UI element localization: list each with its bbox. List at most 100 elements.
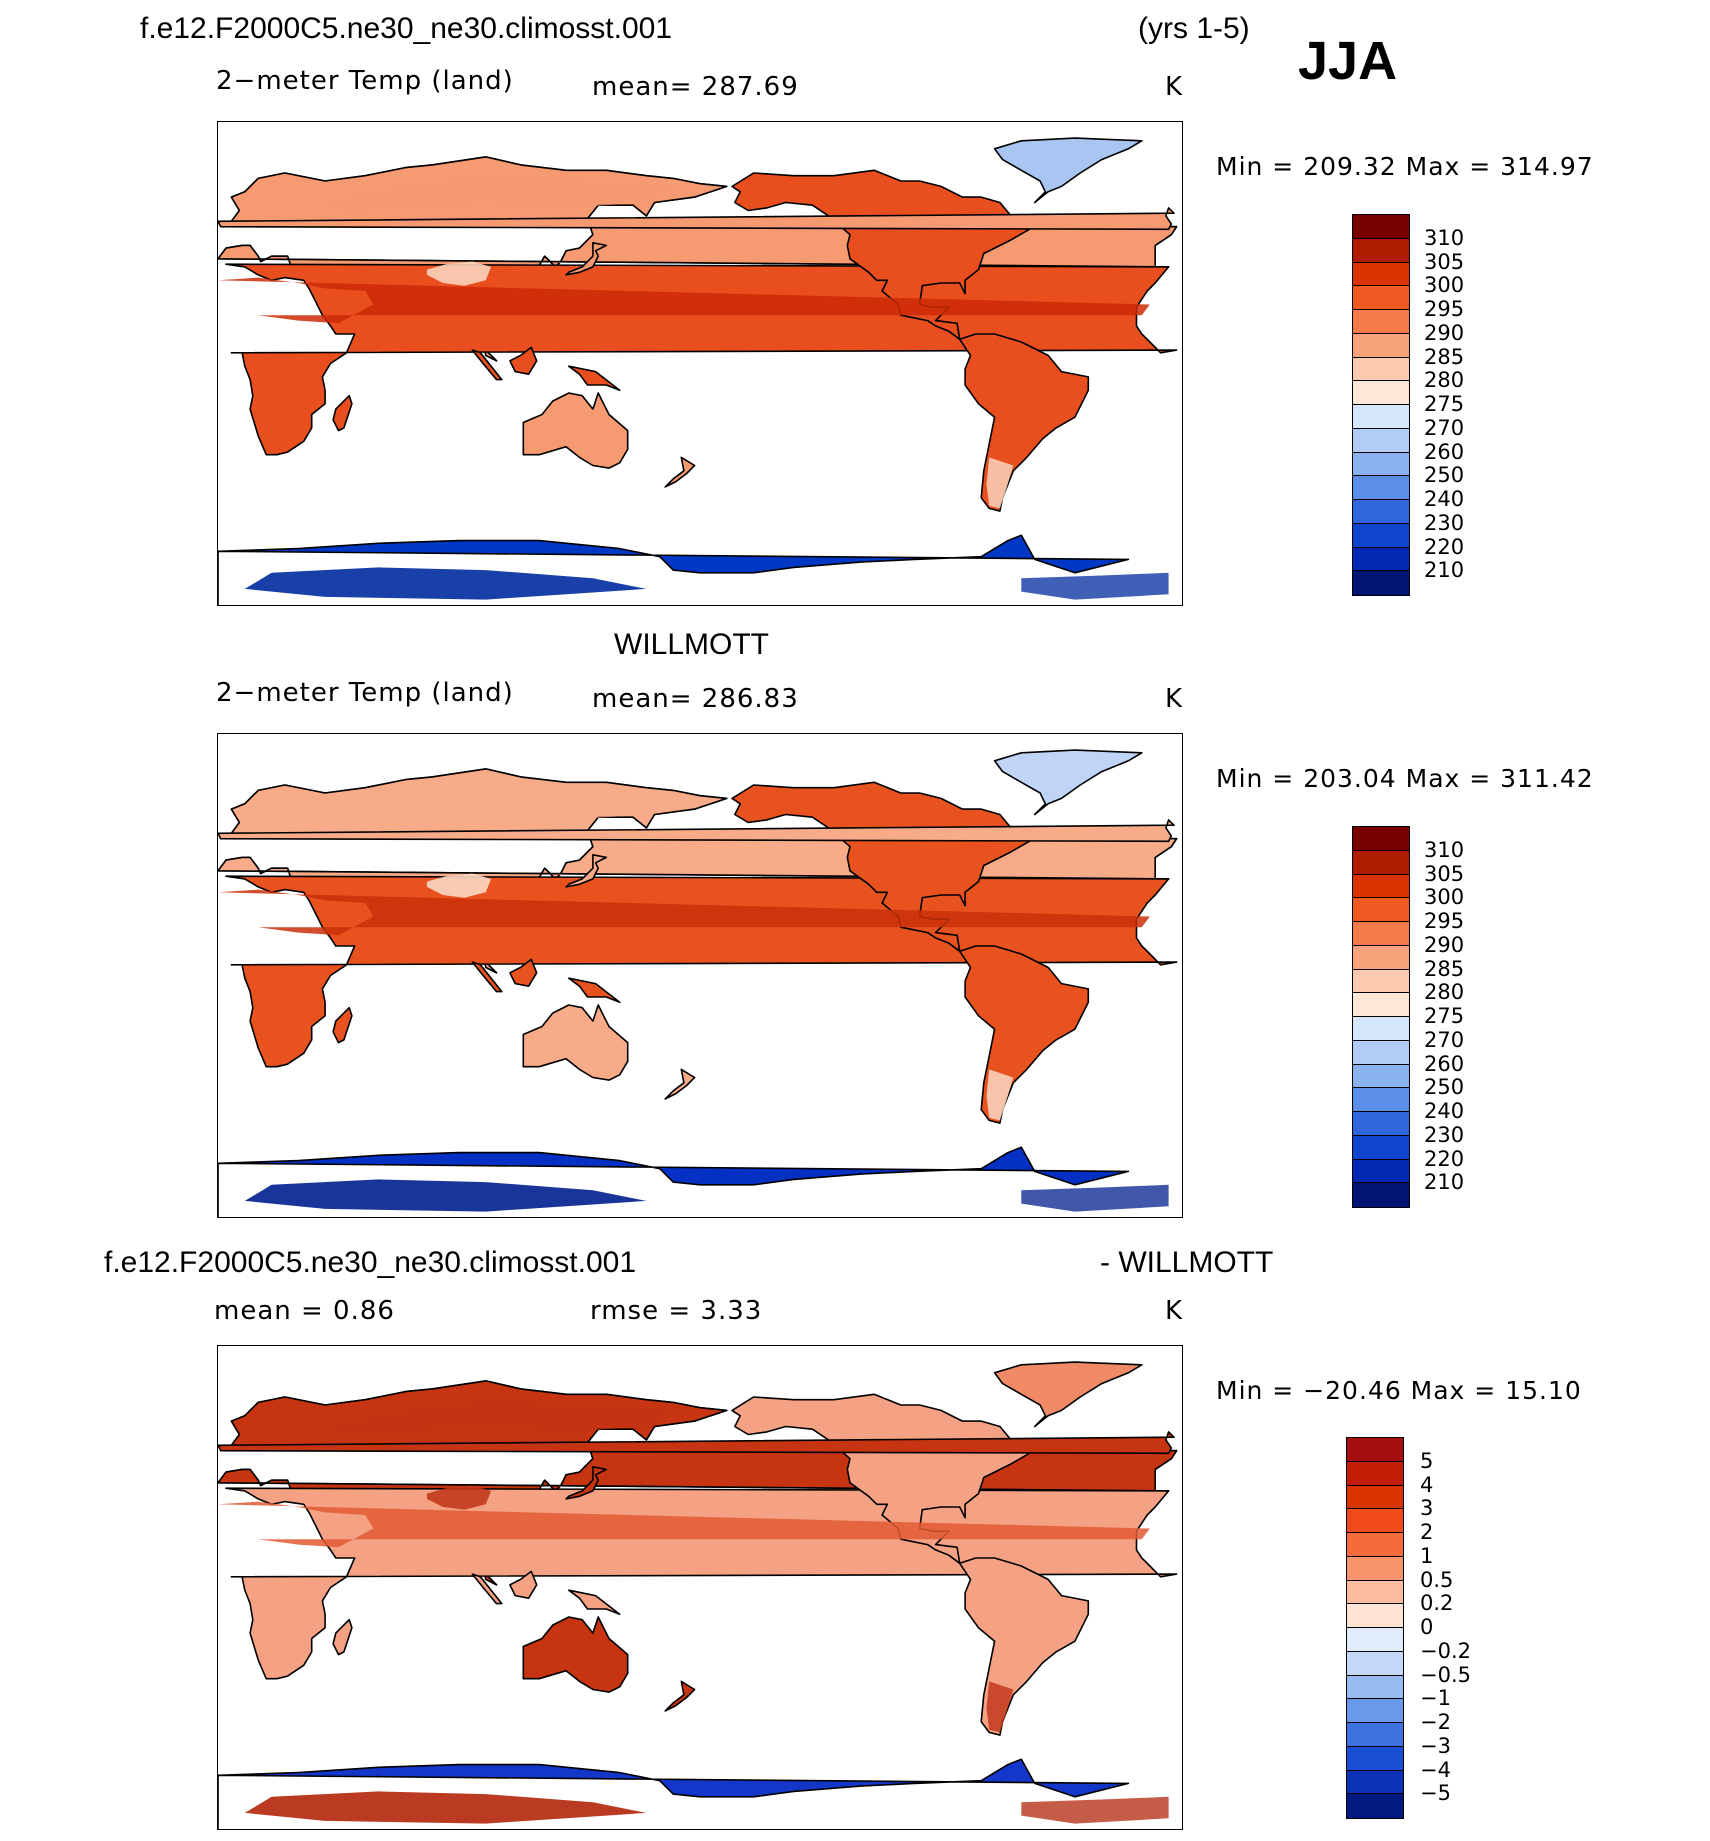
colorbar-swatch [1347, 1580, 1403, 1605]
hot-desert [218, 277, 1150, 324]
patagonia [986, 1681, 1014, 1733]
years-label: (yrs 1-5) [1138, 12, 1250, 45]
colorbar-swatch [1353, 1135, 1409, 1160]
colorbar-swatch [1353, 381, 1409, 405]
colorbar-swatch [1353, 405, 1409, 429]
antarctic-interior [244, 1791, 647, 1824]
colorbar-swatch [1353, 850, 1409, 875]
panel2-colorbar [1352, 826, 1410, 1208]
colorbar-tick-label: 2 [1420, 1520, 1434, 1544]
landmass-greenland [993, 137, 1143, 204]
colorbar-tick-label: 295 [1424, 297, 1465, 321]
colorbar-tick-label: −3 [1420, 1733, 1451, 1758]
colorbar-swatch [1353, 286, 1409, 310]
colorbar-tick-label: 300 [1424, 273, 1465, 298]
colorbar-swatch [1353, 1159, 1409, 1184]
case-title: f.e12.F2000C5.ne30_ne30.climosst.001 [140, 12, 673, 45]
landmass-nz [664, 1068, 696, 1100]
colorbar-swatch [1353, 476, 1409, 500]
colorbar-tick-label: 0.2 [1420, 1591, 1454, 1616]
colorbar-tick-label: 210 [1424, 558, 1465, 583]
colorbar-tick-label: 270 [1424, 415, 1465, 440]
panel3-mean: mean = 0.86 [214, 1296, 395, 1326]
colorbar-swatch [1347, 1604, 1403, 1628]
colorbar-swatch [1353, 1017, 1409, 1041]
landmass-japan [565, 242, 608, 276]
landmass-australia [522, 392, 629, 469]
colorbar-tick-label: −0.2 [1420, 1638, 1471, 1663]
landmass-uk [218, 819, 1175, 843]
panel3-title: f.e12.F2000C5.ne30_ne30.climosst.001 [104, 1246, 637, 1279]
landmass-greenland [993, 1361, 1143, 1428]
panel3-map [217, 1345, 1183, 1830]
colorbar-swatch [1353, 547, 1409, 572]
landmass-antarctica [218, 1146, 1130, 1217]
landmass-sumatra [471, 1573, 503, 1605]
colorbar-tick-label: 0 [1420, 1615, 1434, 1639]
colorbar-swatch [1347, 1699, 1403, 1723]
colorbar-tick-label: 250 [1424, 463, 1465, 488]
panel2-map [217, 733, 1183, 1218]
colorbar-tick-label: 285 [1424, 344, 1465, 369]
colorbar-tick-label: 280 [1424, 368, 1465, 393]
colorbar-tick-label: −1 [1420, 1686, 1451, 1711]
panel2-units: K [1165, 684, 1184, 714]
landmass-newguinea [567, 1589, 621, 1616]
colorbar-tick-label: 275 [1424, 392, 1465, 416]
colorbar-tick-label: 1 [1420, 1543, 1434, 1568]
landmass-antarctica [218, 1758, 1130, 1829]
patagonia [986, 1069, 1014, 1121]
landmass-antarctica [218, 534, 1130, 605]
northern-band [325, 1399, 674, 1438]
colorbar-swatch [1353, 357, 1409, 382]
colorbar-tick-label: 0.5 [1420, 1567, 1454, 1592]
colorbar-swatch [1353, 262, 1409, 287]
colorbar-tick-label: 240 [1424, 487, 1465, 511]
antarctic-west [1021, 572, 1169, 600]
colorbar-tick-label: −0.5 [1420, 1662, 1471, 1687]
panel1-colorbar [1352, 214, 1410, 596]
hot-desert [218, 889, 1150, 936]
colorbar-swatch [1347, 1556, 1403, 1581]
northern-band [325, 787, 674, 826]
landmass-uk [218, 207, 1175, 231]
colorbar-tick-label: 4 [1420, 1472, 1434, 1497]
colorbar-tick-label: 280 [1424, 980, 1465, 1005]
landmass-borneo [509, 958, 538, 987]
panel3-minmax: Min = −20.46 Max = 15.10 [1216, 1376, 1582, 1405]
colorbar-swatch [1347, 1628, 1403, 1652]
panel1-mean: mean= 287.69 [592, 72, 799, 102]
landmass-borneo [509, 346, 538, 375]
colorbar-swatch [1353, 1088, 1409, 1112]
colorbar-swatch [1353, 827, 1409, 851]
colorbar-swatch [1353, 969, 1409, 994]
landmass-madagascar [332, 1006, 353, 1044]
panel3-colorbar [1346, 1437, 1404, 1819]
colorbar-tick-label: 295 [1424, 909, 1465, 933]
colorbar-tick-label: 3 [1420, 1496, 1434, 1521]
panel3-title-right: - WILLMOTT [1100, 1246, 1274, 1279]
colorbar-tick-label: 260 [1424, 439, 1465, 464]
colorbar-tick-label: 290 [1424, 320, 1465, 345]
panel3-units: K [1165, 1296, 1184, 1326]
colorbar-swatch [1347, 1461, 1403, 1486]
colorbar-tick-label: 220 [1424, 1146, 1465, 1171]
colorbar-tick-label: 220 [1424, 534, 1465, 559]
panel2-minmax: Min = 203.04 Max = 311.42 [1216, 764, 1594, 793]
landmass-uk [218, 1431, 1175, 1455]
landmass-sumatra [471, 349, 503, 381]
landmass-japan [565, 854, 608, 888]
landmass-newguinea [567, 977, 621, 1004]
colorbar-tick-label: 270 [1424, 1027, 1465, 1052]
colorbar-tick-label: 310 [1424, 225, 1465, 250]
colorbar-tick-label: 300 [1424, 885, 1465, 910]
colorbar-tick-label: 305 [1424, 249, 1465, 274]
colorbar-tick-label: 210 [1424, 1170, 1465, 1195]
colorbar-swatch [1353, 945, 1409, 970]
plateau [426, 261, 492, 286]
panel1-units: K [1165, 72, 1184, 102]
colorbar-swatch [1353, 1112, 1409, 1136]
landmass-nz [664, 1680, 696, 1712]
landmass-nz [664, 456, 696, 488]
landmass-sumatra [471, 961, 503, 993]
